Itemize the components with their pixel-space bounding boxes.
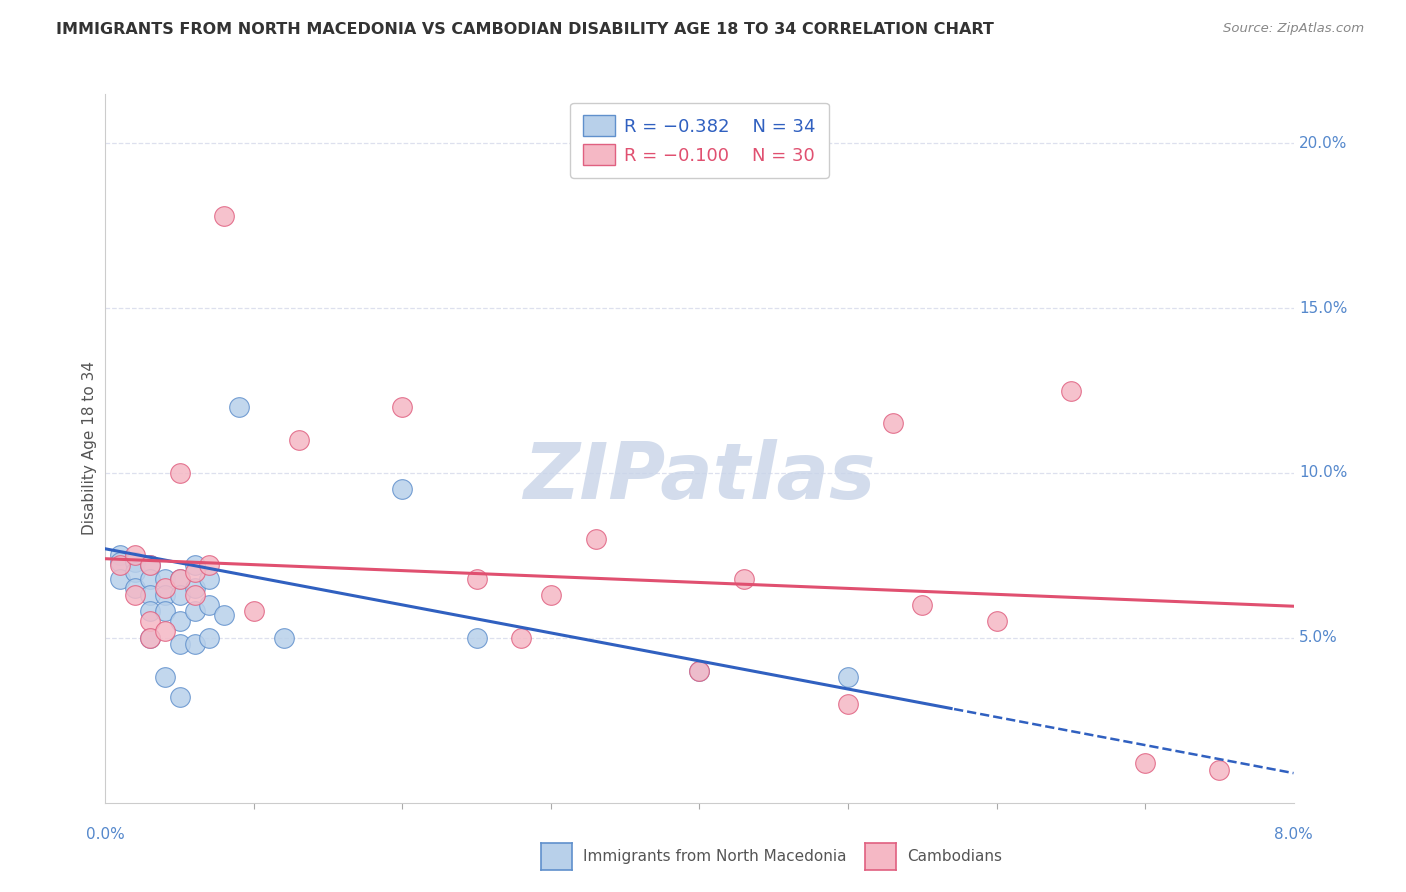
Point xyxy=(391,483,413,497)
Point xyxy=(183,582,205,596)
Point xyxy=(214,209,236,223)
Point xyxy=(214,607,236,622)
Point xyxy=(1133,756,1156,771)
Point xyxy=(110,572,132,586)
Point xyxy=(139,605,162,619)
Text: IMMIGRANTS FROM NORTH MACEDONIA VS CAMBODIAN DISABILITY AGE 18 TO 34 CORRELATION: IMMIGRANTS FROM NORTH MACEDONIA VS CAMBO… xyxy=(56,22,994,37)
Point xyxy=(169,588,191,602)
Point xyxy=(124,582,146,596)
Point xyxy=(183,558,205,573)
Point xyxy=(183,588,205,602)
Point xyxy=(139,558,162,573)
Point xyxy=(198,558,221,573)
Point xyxy=(124,588,146,602)
Point xyxy=(169,615,191,629)
Point xyxy=(198,572,221,586)
Point xyxy=(1060,384,1083,398)
Point xyxy=(153,624,176,639)
Text: 10.0%: 10.0% xyxy=(1299,466,1347,481)
Point xyxy=(153,670,176,684)
Text: 8.0%: 8.0% xyxy=(1274,827,1313,841)
Point xyxy=(882,417,904,431)
Point xyxy=(124,565,146,579)
Point xyxy=(273,631,295,645)
Text: Immigrants from North Macedonia: Immigrants from North Macedonia xyxy=(583,849,846,863)
Point xyxy=(465,631,488,645)
Point xyxy=(139,588,162,602)
Point xyxy=(110,555,132,569)
Text: ZIPatlas: ZIPatlas xyxy=(523,439,876,515)
Point xyxy=(153,572,176,586)
Text: Source: ZipAtlas.com: Source: ZipAtlas.com xyxy=(1223,22,1364,36)
Point xyxy=(169,690,191,705)
Point xyxy=(837,670,859,684)
Point xyxy=(110,558,132,573)
Point xyxy=(1208,763,1230,777)
Point xyxy=(153,582,176,596)
Text: 5.0%: 5.0% xyxy=(1299,631,1339,646)
Point xyxy=(110,549,132,563)
Point xyxy=(689,664,711,678)
Legend: R = −0.382    N = 34, R = −0.100    N = 30: R = −0.382 N = 34, R = −0.100 N = 30 xyxy=(571,103,828,178)
Point xyxy=(228,400,250,414)
Text: Cambodians: Cambodians xyxy=(907,849,1002,863)
Point xyxy=(911,598,934,612)
Point xyxy=(169,572,191,586)
Point xyxy=(169,466,191,480)
Point xyxy=(153,605,176,619)
Text: 15.0%: 15.0% xyxy=(1299,301,1347,316)
Point xyxy=(689,664,711,678)
Point xyxy=(169,638,191,652)
Point xyxy=(124,555,146,569)
Y-axis label: Disability Age 18 to 34: Disability Age 18 to 34 xyxy=(82,361,97,535)
Point xyxy=(287,433,309,447)
Point xyxy=(183,638,205,652)
Point xyxy=(986,615,1008,629)
Point xyxy=(169,572,191,586)
Point xyxy=(139,558,162,573)
Point xyxy=(139,631,162,645)
Point xyxy=(153,588,176,602)
Point xyxy=(183,565,205,579)
Point xyxy=(124,549,146,563)
Point xyxy=(465,572,488,586)
Point xyxy=(198,598,221,612)
Text: 0.0%: 0.0% xyxy=(86,827,125,841)
Point xyxy=(733,572,755,586)
Point xyxy=(139,572,162,586)
Point xyxy=(837,697,859,711)
Point xyxy=(540,588,562,602)
Point xyxy=(139,631,162,645)
Text: 20.0%: 20.0% xyxy=(1299,136,1347,151)
Point xyxy=(183,605,205,619)
Point xyxy=(585,532,607,546)
Point xyxy=(391,400,413,414)
Point xyxy=(198,631,221,645)
Point xyxy=(139,615,162,629)
Point xyxy=(243,605,266,619)
Point xyxy=(510,631,533,645)
